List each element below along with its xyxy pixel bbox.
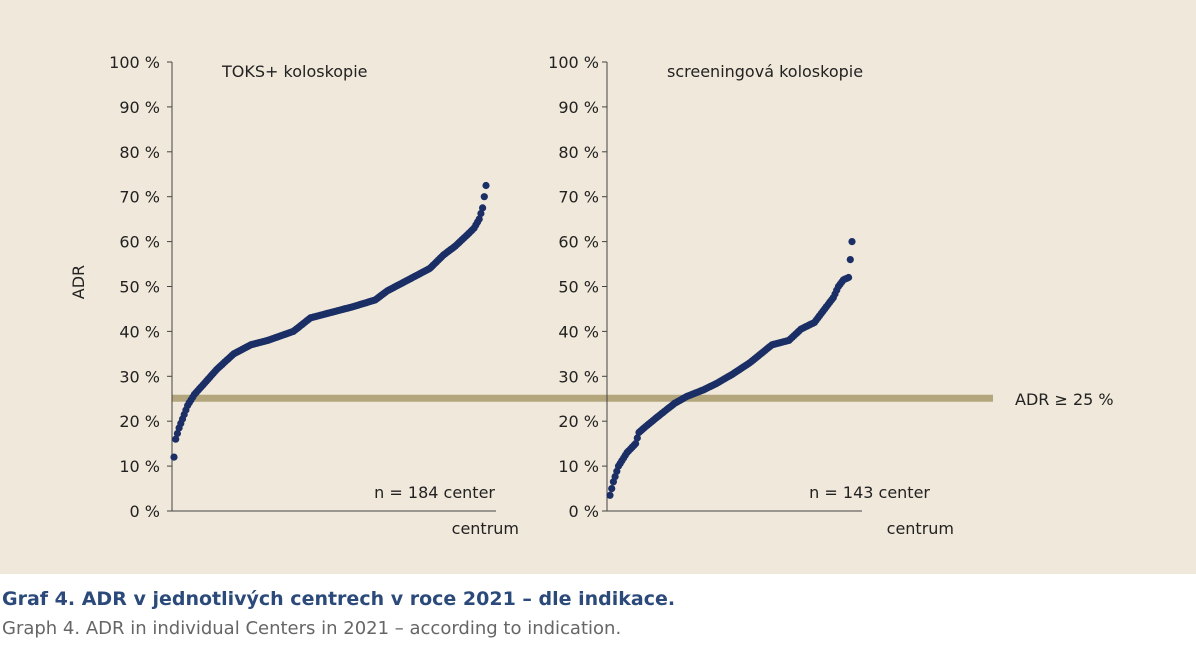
y-tick-label: 20 % [558,412,599,431]
chart-panel [0,0,1196,574]
y-tick-label: 100 % [548,53,599,72]
n-annotation: n = 184 center [374,483,495,502]
x-axis-label: centrum [887,519,954,538]
data-point [846,256,854,264]
y-tick-label: 70 % [558,188,599,207]
chart-figure: 0 % 10 % 20 % 30 % 40 % 50 % 60 % 70 % 80 % 90 % 1… [69,53,1114,538]
data-point [173,429,181,438]
n-annotation: n = 143 center [809,483,930,502]
data-point [172,435,180,443]
y-axis-label: ADR [69,265,88,299]
y-tick-label: 100 % [109,53,160,72]
x-axis-label: centrum [452,519,519,538]
data-point [170,453,178,461]
chart-title: TOKS+ koloskopie [221,62,368,81]
chart-title: screeningová koloskopie [667,62,863,81]
y-tick-label: 60 % [558,233,599,252]
y-tick-label: 0 % [130,502,160,521]
y-tick-label: 0 % [569,502,599,521]
y-tick-label: 70 % [119,188,160,207]
y-tick-label: 30 % [119,367,160,386]
data-point [475,215,483,223]
data-point [608,485,616,493]
chart-screeningova-koloskopie: 0 % 10 % 20 % 30 % 40 % 50 % 60 % 70 % 80 % 90 % 1… [548,53,954,538]
y-tick-label: 10 % [119,457,160,476]
y-tick-label: 90 % [558,98,599,117]
y-tick-label: 30 % [558,367,599,386]
y-tick-label: 50 % [119,278,160,297]
threshold-label: ADR ≥ 25 % [1015,390,1114,409]
y-tick-label: 20 % [119,412,160,431]
caption-title: Graf 4. ADR v jednotlivých centrech v ro… [2,588,676,610]
data-point [477,209,485,218]
data-point [606,491,614,499]
data-point [632,440,640,448]
caption-subtitle: Graph 4. ADR in individual Centers in 20… [2,618,622,639]
y-tick-label: 50 % [558,278,599,297]
y-tick-label: 40 % [119,322,160,341]
data-point [482,181,490,190]
y-tick-label: 80 % [558,143,599,162]
data-point [845,273,853,282]
data-point [480,193,488,201]
threshold-layer [172,394,993,402]
chart-toks-koloskopie: 0 % 10 % 20 % 30 % 40 % 50 % 60 % 70 % 80 % 90 % 1… [109,53,519,538]
y-tick-label: 40 % [558,322,599,341]
y-tick-label: 10 % [558,457,599,476]
y-tick-label: 60 % [119,233,160,252]
data-point [479,204,487,212]
y-tick-label: 80 % [119,143,160,162]
y-tick-label: 90 % [119,98,160,117]
data-point [633,434,641,442]
data-point [848,238,856,246]
threshold-line [172,394,993,402]
